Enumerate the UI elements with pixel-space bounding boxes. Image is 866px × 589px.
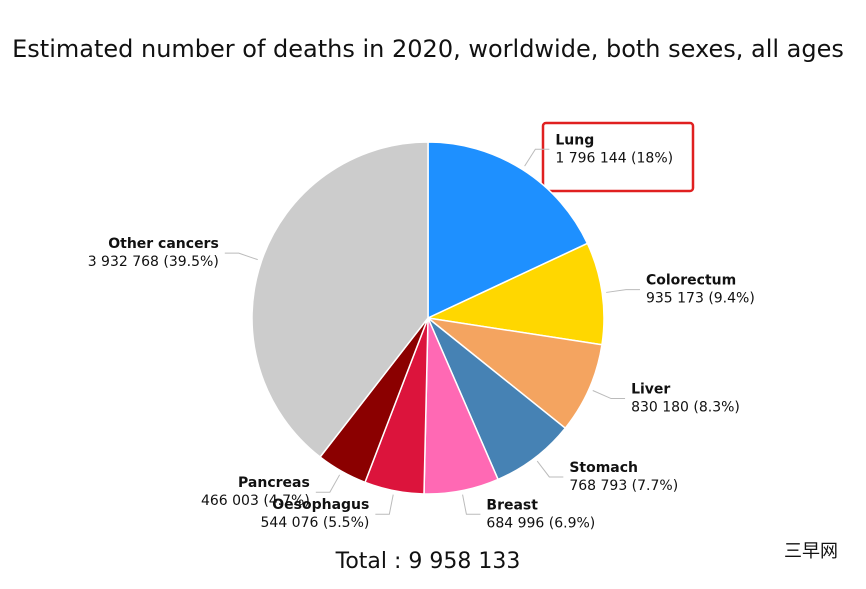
slice-label: Other cancers (108, 236, 219, 252)
slice-label: Colorectum (646, 273, 736, 289)
watermark: 三早网 (784, 541, 838, 562)
leader-line (224, 252, 258, 261)
leader-line (592, 390, 626, 400)
slice-label: Lung (555, 132, 594, 148)
slice-value: 830 180 (8.3%) (631, 400, 740, 416)
leader-line (462, 494, 481, 515)
slice-value: 466 003 (4.7%) (201, 493, 310, 509)
slice-value: 768 793 (7.7%) (569, 478, 678, 494)
highlight-box (541, 121, 695, 193)
slice-value: 3 932 768 (39.5%) (88, 254, 219, 270)
leader-line (536, 460, 564, 478)
total-label: Total : 9 958 133 (335, 549, 521, 574)
slice-label: Pancreas (238, 475, 310, 491)
slice-label: Liver (631, 382, 670, 398)
slice-label: Stomach (569, 460, 638, 476)
slice-value: 935 173 (9.4%) (646, 291, 755, 307)
leader-line (524, 148, 550, 167)
pie-slice (425, 242, 605, 346)
chart-title: Estimated number of deaths in 2020, worl… (12, 35, 844, 63)
leader-line (375, 494, 394, 515)
leader-line (606, 289, 640, 293)
pie-slice (427, 141, 589, 320)
slice-label: Breast (486, 497, 538, 513)
slice-value: 544 076 (5.5%) (261, 515, 370, 531)
slice-value: 684 996 (6.9%) (486, 515, 595, 531)
slice-label: Oesophagus (272, 497, 369, 513)
pie-slice (425, 316, 603, 430)
pie-slice (251, 141, 429, 459)
slice-value: 1 796 144 (18%) (555, 150, 673, 166)
leader-line (315, 474, 341, 493)
